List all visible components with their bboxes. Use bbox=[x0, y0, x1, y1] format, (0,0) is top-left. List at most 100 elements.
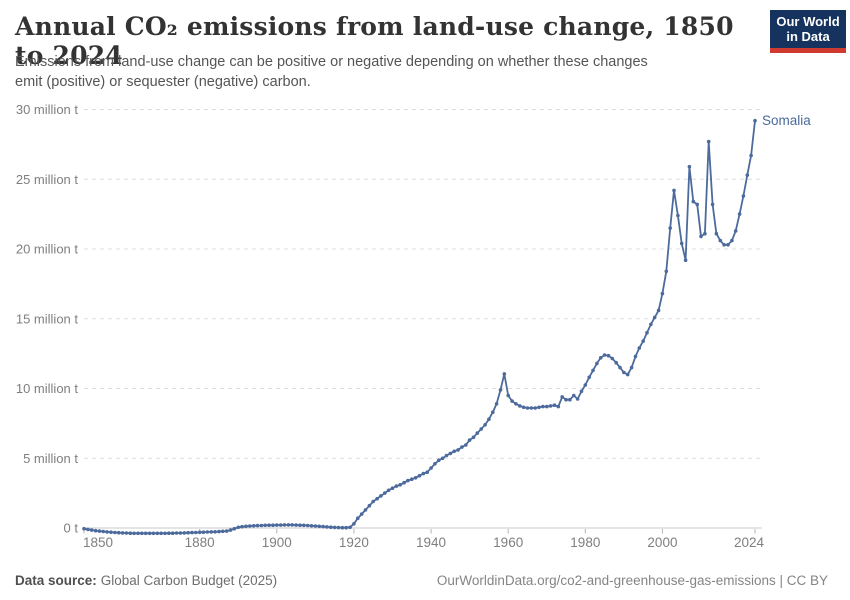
data-point[interactable] bbox=[533, 406, 537, 410]
data-point[interactable] bbox=[147, 531, 152, 536]
data-point[interactable] bbox=[317, 524, 322, 529]
data-point[interactable] bbox=[491, 410, 495, 415]
data-point[interactable] bbox=[479, 427, 484, 431]
data-point[interactable] bbox=[344, 525, 349, 530]
data-point[interactable] bbox=[417, 473, 422, 478]
data-point[interactable] bbox=[444, 453, 449, 458]
data-point[interactable] bbox=[687, 164, 692, 169]
data-point[interactable] bbox=[548, 404, 553, 408]
data-point[interactable] bbox=[375, 496, 379, 501]
data-point[interactable] bbox=[178, 531, 183, 535]
data-point[interactable] bbox=[652, 315, 657, 320]
data-point[interactable] bbox=[525, 406, 530, 410]
data-point[interactable] bbox=[656, 308, 661, 313]
data-point[interactable] bbox=[201, 530, 206, 534]
data-point[interactable] bbox=[209, 530, 214, 534]
data-point[interactable] bbox=[598, 356, 603, 360]
data-point[interactable] bbox=[309, 524, 314, 528]
data-point[interactable] bbox=[487, 417, 491, 422]
data-point[interactable] bbox=[718, 238, 723, 243]
data-point[interactable] bbox=[579, 389, 584, 394]
data-point[interactable] bbox=[483, 423, 487, 427]
data-point[interactable] bbox=[367, 503, 372, 508]
data-point[interactable] bbox=[741, 194, 746, 198]
data-point[interactable] bbox=[302, 523, 306, 528]
data-point[interactable] bbox=[224, 529, 229, 533]
data-point[interactable] bbox=[695, 202, 699, 207]
data-point[interactable] bbox=[383, 491, 387, 495]
data-point[interactable] bbox=[186, 530, 190, 535]
data-point[interactable] bbox=[352, 522, 356, 526]
data-point[interactable] bbox=[498, 388, 503, 392]
data-point[interactable] bbox=[329, 525, 333, 529]
data-point[interactable] bbox=[456, 448, 460, 452]
data-point[interactable] bbox=[425, 470, 430, 475]
data-point[interactable] bbox=[676, 213, 680, 218]
data-point[interactable] bbox=[560, 395, 564, 399]
data-point[interactable] bbox=[197, 530, 202, 535]
owid-logo[interactable]: Our World in Data bbox=[770, 10, 846, 53]
data-point[interactable] bbox=[213, 530, 217, 534]
data-point[interactable] bbox=[726, 243, 730, 247]
data-point[interactable] bbox=[452, 449, 457, 454]
data-point[interactable] bbox=[163, 531, 167, 536]
data-point[interactable] bbox=[664, 269, 669, 274]
data-point[interactable] bbox=[448, 451, 453, 456]
data-point[interactable] bbox=[240, 524, 244, 529]
data-point[interactable] bbox=[140, 531, 144, 536]
data-point[interactable] bbox=[124, 531, 129, 535]
data-point[interactable] bbox=[82, 526, 86, 531]
data-point[interactable] bbox=[625, 372, 630, 377]
data-point[interactable] bbox=[93, 528, 98, 533]
data-point[interactable] bbox=[325, 525, 329, 529]
data-point[interactable] bbox=[421, 471, 426, 476]
data-point[interactable] bbox=[722, 243, 726, 247]
data-point[interactable] bbox=[267, 523, 271, 527]
data-point[interactable] bbox=[699, 234, 703, 239]
data-point[interactable] bbox=[394, 484, 399, 488]
owid-url-link[interactable]: OurWorldinData.org/co2-and-greenhouse-ga… bbox=[436, 573, 828, 588]
data-point[interactable] bbox=[440, 456, 445, 461]
data-point[interactable] bbox=[294, 523, 298, 527]
data-point[interactable] bbox=[371, 499, 376, 504]
data-point[interactable] bbox=[136, 531, 140, 536]
data-point[interactable] bbox=[170, 531, 175, 535]
data-point[interactable] bbox=[703, 231, 707, 236]
data-point[interactable] bbox=[506, 393, 511, 398]
data-point[interactable] bbox=[182, 531, 187, 535]
data-point[interactable] bbox=[679, 241, 684, 246]
data-point[interactable] bbox=[564, 397, 568, 402]
data-point[interactable] bbox=[606, 353, 611, 358]
data-point[interactable] bbox=[275, 523, 279, 527]
data-point[interactable] bbox=[86, 527, 90, 532]
data-point[interactable] bbox=[263, 523, 268, 528]
data-point[interactable] bbox=[101, 529, 106, 534]
data-point[interactable] bbox=[502, 372, 507, 376]
data-point[interactable] bbox=[390, 486, 395, 491]
data-point[interactable] bbox=[668, 226, 672, 230]
data-point[interactable] bbox=[733, 229, 738, 233]
data-point[interactable] bbox=[556, 404, 561, 409]
data-point[interactable] bbox=[614, 360, 618, 365]
data-point[interactable] bbox=[113, 530, 117, 535]
data-point[interactable] bbox=[572, 393, 576, 398]
data-point[interactable] bbox=[587, 375, 591, 380]
data-point[interactable] bbox=[749, 153, 753, 158]
data-point[interactable] bbox=[521, 405, 526, 410]
data-point[interactable] bbox=[633, 354, 638, 359]
data-point[interactable] bbox=[336, 525, 341, 530]
data-point[interactable] bbox=[672, 188, 676, 193]
data-point[interactable] bbox=[348, 525, 352, 530]
data-point[interactable] bbox=[730, 238, 734, 243]
data-point[interactable] bbox=[313, 524, 318, 528]
data-point[interactable] bbox=[236, 525, 241, 530]
data-point[interactable] bbox=[529, 406, 534, 410]
data-point[interactable] bbox=[433, 462, 437, 466]
data-point[interactable] bbox=[363, 508, 368, 512]
data-point[interactable] bbox=[194, 530, 198, 535]
data-point[interactable] bbox=[305, 523, 310, 528]
data-point[interactable] bbox=[290, 523, 295, 527]
data-point[interactable] bbox=[174, 531, 179, 535]
data-point[interactable] bbox=[660, 291, 665, 296]
data-point[interactable] bbox=[737, 212, 742, 216]
